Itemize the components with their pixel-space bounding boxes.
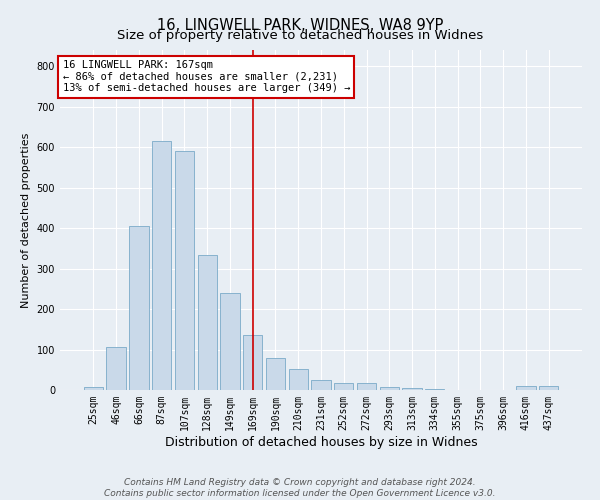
Text: Size of property relative to detached houses in Widnes: Size of property relative to detached ho… xyxy=(117,28,483,42)
Bar xyxy=(403,388,422,390)
Bar xyxy=(220,293,239,390)
Y-axis label: Number of detached properties: Number of detached properties xyxy=(21,132,31,308)
Bar xyxy=(197,255,217,390)
Bar xyxy=(289,369,308,390)
Bar xyxy=(334,382,353,390)
Bar xyxy=(129,226,149,390)
Bar xyxy=(243,336,262,390)
Text: Contains HM Land Registry data © Crown copyright and database right 2024.
Contai: Contains HM Land Registry data © Crown c… xyxy=(104,478,496,498)
Bar xyxy=(357,382,376,390)
X-axis label: Distribution of detached houses by size in Widnes: Distribution of detached houses by size … xyxy=(164,436,478,448)
Bar xyxy=(311,380,331,390)
Bar xyxy=(175,151,194,390)
Bar xyxy=(266,358,285,390)
Bar xyxy=(516,386,536,390)
Bar xyxy=(380,387,399,390)
Text: 16 LINGWELL PARK: 167sqm
← 86% of detached houses are smaller (2,231)
13% of sem: 16 LINGWELL PARK: 167sqm ← 86% of detach… xyxy=(62,60,350,94)
Bar xyxy=(539,386,558,390)
Bar xyxy=(84,387,103,390)
Bar xyxy=(152,141,172,390)
Bar xyxy=(425,389,445,390)
Bar xyxy=(106,346,126,390)
Text: 16, LINGWELL PARK, WIDNES, WA8 9YP: 16, LINGWELL PARK, WIDNES, WA8 9YP xyxy=(157,18,443,32)
